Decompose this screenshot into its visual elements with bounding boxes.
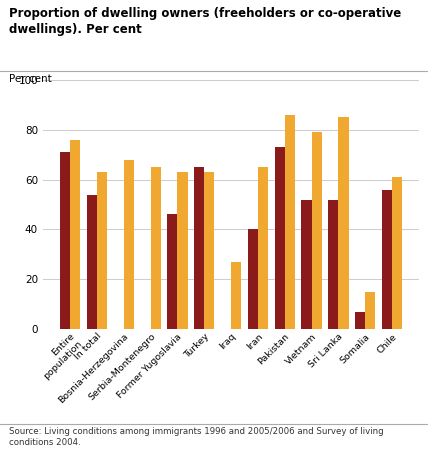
Bar — [231, 262, 241, 329]
Bar — [151, 167, 161, 329]
Bar — [194, 167, 204, 329]
Bar — [355, 312, 365, 329]
Bar — [70, 140, 80, 329]
Text: Proportion of dwelling owners (freeholders or co-operative
dwellings). Per cent: Proportion of dwelling owners (freeholde… — [9, 7, 401, 36]
Bar — [365, 292, 375, 329]
Bar — [275, 147, 285, 329]
Bar — [178, 172, 187, 329]
Bar — [301, 200, 312, 329]
Text: Per cent: Per cent — [9, 74, 51, 84]
Bar — [339, 117, 349, 329]
Bar — [328, 200, 339, 329]
Bar — [97, 172, 107, 329]
Bar — [312, 132, 322, 329]
Bar — [87, 195, 97, 329]
Bar — [204, 172, 214, 329]
Bar — [258, 167, 268, 329]
Bar — [248, 229, 258, 329]
Bar — [392, 177, 402, 329]
Bar — [285, 115, 295, 329]
Bar — [60, 152, 70, 329]
Bar — [382, 190, 392, 329]
Bar — [167, 214, 178, 329]
Bar — [124, 159, 134, 329]
Text: Source: Living conditions among immigrants 1996 and 2005/2006 and Survey of livi: Source: Living conditions among immigran… — [9, 427, 383, 446]
